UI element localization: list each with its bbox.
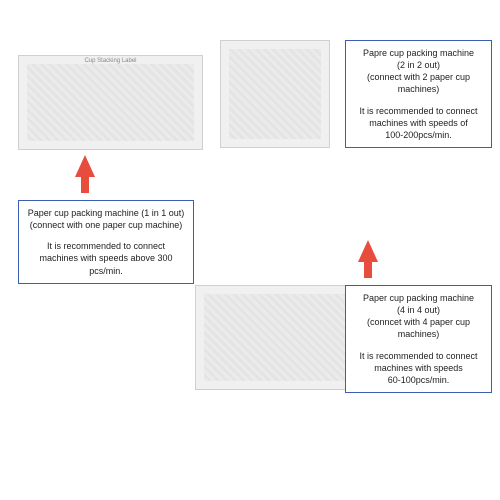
- machine-1-label: Cup Stacking Label: [84, 58, 136, 64]
- desc-box-3-rec3: 60-100pcs/min.: [354, 374, 483, 386]
- desc-box-3-title: Paper cup packing machine: [354, 292, 483, 304]
- desc-box-1-rec3: pcs/min.: [27, 265, 185, 277]
- desc-box-3-rec1: It is recommended to connect: [354, 350, 483, 362]
- desc-box-2-rec3: 100-200pcs/min.: [354, 129, 483, 141]
- desc-box-2-sub2: (connect with 2 paper cup machines): [354, 71, 483, 95]
- desc-box-3-rec2: machines with speeds: [354, 362, 483, 374]
- desc-box-2-rec2: machines with speeds of: [354, 117, 483, 129]
- desc-box-1-sub: (connect with one paper cup machine): [27, 219, 185, 231]
- machine-2-image: [220, 40, 330, 148]
- desc-box-2-sub1: (2 in 2 out): [354, 59, 483, 71]
- desc-box-1-rec1: It is recommended to connect: [27, 240, 185, 252]
- desc-box-1-rec2: machines with speeds above 300: [27, 252, 185, 264]
- desc-box-1: Paper cup packing machine (1 in 1 out) (…: [18, 200, 194, 284]
- desc-box-3-sub2: (conncet with 4 paper cup machines): [354, 316, 483, 340]
- desc-box-3: Paper cup packing machine (4 in 4 out) (…: [345, 285, 492, 393]
- desc-box-3-sub1: (4 in 4 out): [354, 304, 483, 316]
- arrow-up-icon: [75, 155, 95, 177]
- desc-box-1-title: Paper cup packing machine (1 in 1 out): [27, 207, 185, 219]
- machine-1-image: Cup Stacking Label: [18, 55, 203, 150]
- desc-box-2-rec1: It is recommended to connect: [354, 105, 483, 117]
- spacer: [354, 96, 483, 105]
- spacer: [354, 341, 483, 350]
- arrow-up-icon: [358, 240, 378, 262]
- desc-box-2: Papre cup packing machine (2 in 2 out) (…: [345, 40, 492, 148]
- spacer: [27, 231, 185, 240]
- desc-box-2-title: Papre cup packing machine: [354, 47, 483, 59]
